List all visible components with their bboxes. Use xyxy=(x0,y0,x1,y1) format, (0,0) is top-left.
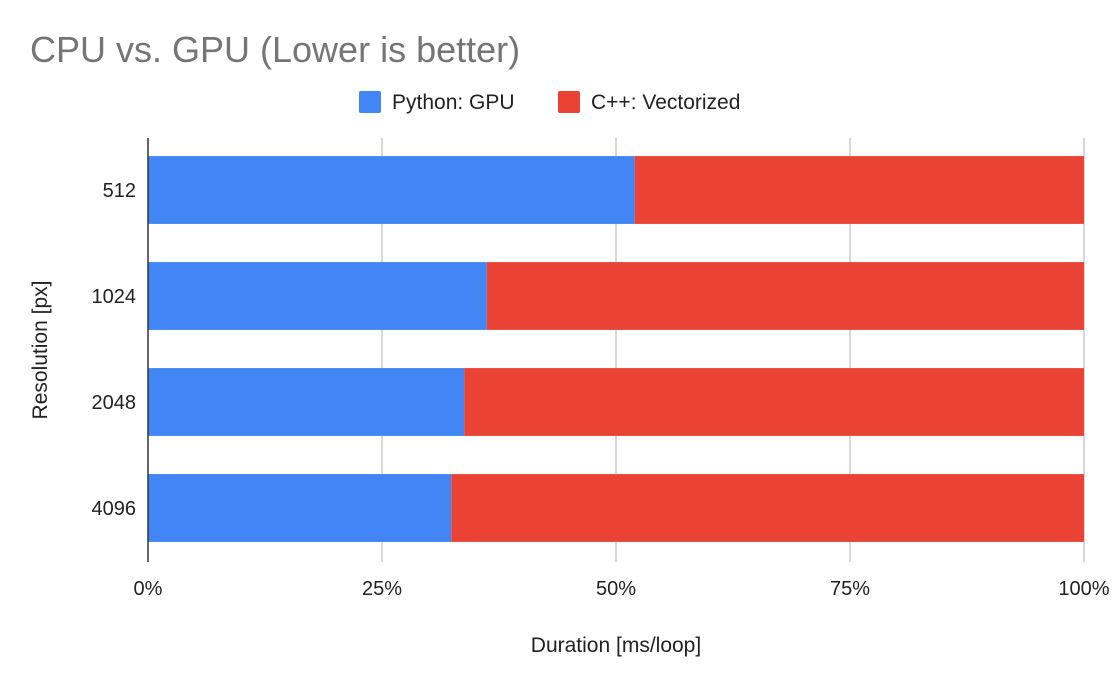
bar-512-cpp-vectorized xyxy=(634,156,1084,224)
bars xyxy=(148,156,1084,542)
x-axis-title: Duration [ms/loop] xyxy=(531,634,701,657)
y-tick-label-4096: 4096 xyxy=(92,498,137,520)
x-tick-label-2: 50% xyxy=(596,578,636,600)
x-tick-label-4: 100% xyxy=(1058,578,1109,600)
y-axis-ticks: 512 1024 2048 4096 xyxy=(92,180,137,520)
legend-label-python-gpu: Python: GPU xyxy=(392,91,515,114)
chart-title: CPU vs. GPU (Lower is better) xyxy=(30,29,520,70)
legend-label-cpp-vectorized: C++: Vectorized xyxy=(591,91,740,114)
bar-512-python-gpu xyxy=(148,156,635,224)
x-tick-label-3: 75% xyxy=(830,578,870,600)
bar-1024-cpp-vectorized xyxy=(486,262,1084,330)
legend-swatch-python-gpu xyxy=(359,91,381,113)
x-axis-ticks: 0% 25% 50% 75% 100% xyxy=(134,578,1110,600)
y-axis-title: Resolution [px] xyxy=(29,281,52,420)
bar-2048-cpp-vectorized xyxy=(464,368,1084,436)
bar-2048-python-gpu xyxy=(148,368,465,436)
y-tick-label-1024: 1024 xyxy=(92,286,137,308)
x-tick-label-1: 25% xyxy=(362,578,402,600)
legend: Python: GPU C++: Vectorized xyxy=(359,91,740,114)
legend-swatch-cpp-vectorized xyxy=(558,91,580,113)
bar-4096-cpp-vectorized xyxy=(451,474,1084,542)
bar-1024-python-gpu xyxy=(148,262,487,330)
x-tick-label-0: 0% xyxy=(134,578,163,600)
bar-4096-python-gpu xyxy=(148,474,452,542)
y-tick-label-2048: 2048 xyxy=(92,392,137,414)
y-tick-label-512: 512 xyxy=(103,180,136,202)
